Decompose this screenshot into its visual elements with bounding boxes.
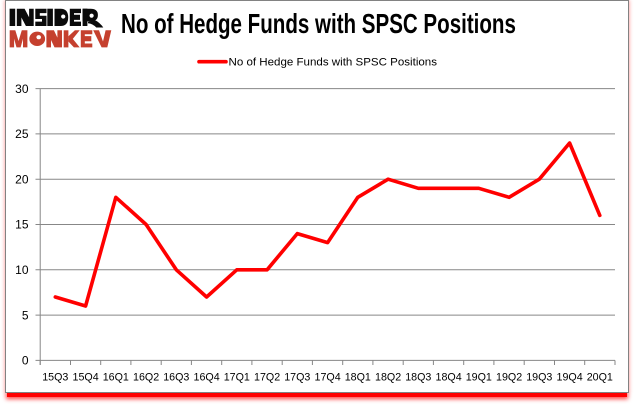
- svg-text:19Q1: 19Q1: [466, 371, 492, 383]
- svg-text:19Q4: 19Q4: [557, 371, 583, 383]
- svg-text:18Q3: 18Q3: [405, 371, 431, 383]
- svg-text:0: 0: [22, 354, 29, 368]
- svg-text:18Q1: 18Q1: [345, 371, 371, 383]
- svg-text:18Q2: 18Q2: [375, 371, 401, 383]
- svg-text:25: 25: [15, 127, 29, 141]
- svg-text:17Q2: 17Q2: [254, 371, 280, 383]
- svg-text:30: 30: [15, 82, 29, 96]
- svg-text:16Q2: 16Q2: [133, 371, 159, 383]
- svg-text:19Q2: 19Q2: [496, 371, 522, 383]
- svg-text:No of Hedge Funds with SPSC Po: No of Hedge Funds with SPSC Positions: [229, 57, 438, 69]
- svg-text:15Q3: 15Q3: [42, 371, 68, 383]
- svg-text:10: 10: [15, 263, 29, 277]
- svg-text:20: 20: [15, 172, 29, 186]
- svg-text:15: 15: [15, 218, 29, 232]
- svg-text:17Q3: 17Q3: [284, 371, 310, 383]
- svg-text:16Q1: 16Q1: [103, 371, 129, 383]
- svg-text:5: 5: [22, 308, 29, 322]
- svg-text:15Q4: 15Q4: [73, 371, 99, 383]
- svg-text:20Q1: 20Q1: [587, 371, 613, 383]
- svg-text:17Q4: 17Q4: [315, 371, 341, 383]
- svg-text:16Q3: 16Q3: [163, 371, 189, 383]
- svg-text:18Q4: 18Q4: [436, 371, 462, 383]
- svg-text:19Q3: 19Q3: [526, 371, 552, 383]
- svg-text:17Q1: 17Q1: [224, 371, 250, 383]
- svg-text:16Q4: 16Q4: [194, 371, 220, 383]
